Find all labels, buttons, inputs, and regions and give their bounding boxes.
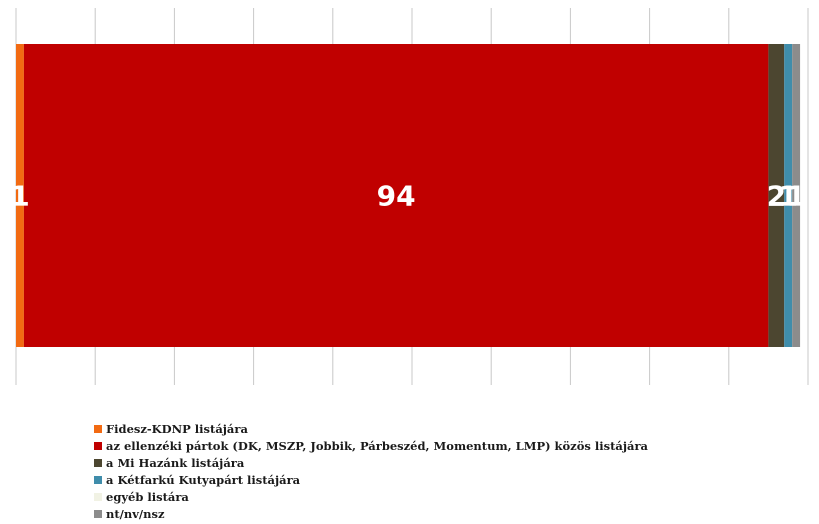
legend-swatch bbox=[94, 424, 102, 433]
bar-segment-1 bbox=[23, 44, 769, 347]
legend-item: a Mi Hazánk listájára bbox=[94, 454, 648, 471]
legend-label: a Mi Hazánk listájára bbox=[106, 455, 245, 470]
data-label-0: 1 bbox=[10, 180, 29, 213]
legend-swatch bbox=[94, 441, 102, 450]
bar-segment-5 bbox=[792, 44, 801, 347]
legend-item: az ellenzéki pártok (DK, MSZP, Jobbik, P… bbox=[94, 437, 648, 454]
data-label-3: 1 bbox=[778, 180, 797, 213]
legend-label: Fidesz-KDNP listájára bbox=[106, 421, 248, 436]
legend-swatch bbox=[94, 458, 102, 467]
bar-segments bbox=[16, 44, 801, 347]
data-label-5: 1 bbox=[786, 180, 805, 213]
legend-swatch bbox=[94, 475, 102, 484]
legend-label: nt/nv/nsz bbox=[106, 506, 165, 521]
legend-item: Fidesz-KDNP listájára bbox=[94, 420, 648, 437]
data-label-2: 2 bbox=[767, 180, 786, 213]
legend-swatch bbox=[94, 509, 102, 518]
legend-item: nt/nv/nsz bbox=[94, 505, 648, 522]
bar-segment-0 bbox=[16, 44, 24, 347]
legend-label: a Kétfarkú Kutyapárt listájára bbox=[106, 472, 301, 487]
legend-item: egyéb listára bbox=[94, 488, 648, 505]
legend: Fidesz-KDNP listájára az ellenzéki pártok… bbox=[94, 420, 648, 522]
data-label-1: 94 bbox=[377, 180, 416, 213]
legend-label: az ellenzéki pártok (DK, MSZP, Jobbik, P… bbox=[106, 438, 648, 453]
data-labels: 1 94 211 bbox=[10, 180, 806, 213]
legend-item: a Kétfarkú Kutyapárt listájára bbox=[94, 471, 648, 488]
legend-swatch bbox=[94, 492, 102, 501]
bar-segment-2 bbox=[768, 44, 785, 347]
legend-label: egyéb listára bbox=[106, 489, 189, 504]
bar-segment-3 bbox=[784, 44, 793, 347]
